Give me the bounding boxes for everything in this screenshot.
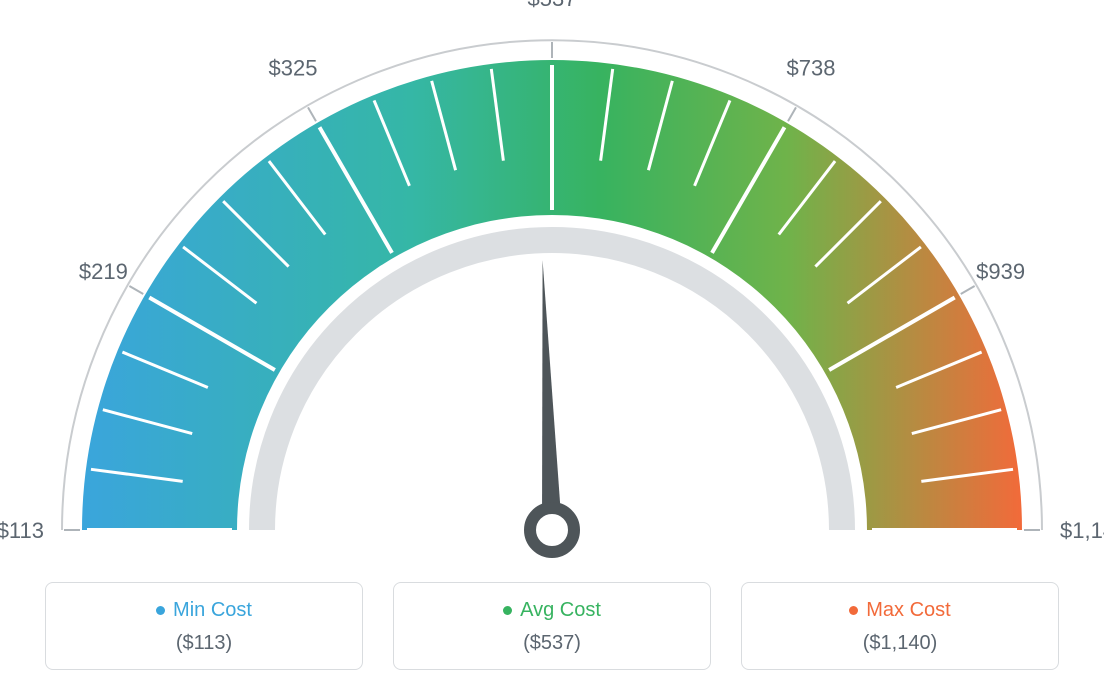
legend-title-max: Max Cost: [849, 599, 950, 622]
svg-text:$1,140: $1,140: [1060, 518, 1104, 543]
legend-dot-max: [849, 606, 858, 615]
gauge-area: $113 $219 $325 $537 $738 $939 $1,140: [0, 0, 1104, 570]
legend-dot-avg: [503, 606, 512, 615]
legend-dot-min: [156, 606, 165, 615]
legend-title-min: Min Cost: [156, 599, 252, 622]
legend-value-avg: ($537): [394, 632, 710, 655]
svg-text:$113: $113: [0, 518, 44, 543]
cost-gauge-chart: $113 $219 $325 $537 $738 $939 $1,140 Min Cost …: [0, 0, 1104, 690]
legend-value-max: ($1,140): [742, 632, 1058, 655]
legend-card-min: Min Cost ($113): [45, 582, 363, 670]
legend-label-avg: Avg Cost: [520, 599, 601, 622]
gauge-svg: $113 $219 $325 $537 $738 $939 $1,140: [0, 0, 1104, 570]
svg-text:$325: $325: [269, 55, 318, 80]
legend-card-max: Max Cost ($1,140): [741, 582, 1059, 670]
svg-text:$219: $219: [79, 259, 128, 284]
legend-value-min: ($113): [46, 632, 362, 655]
legend-row: Min Cost ($113) Avg Cost ($537) Max Cost…: [45, 582, 1059, 670]
svg-text:$939: $939: [976, 259, 1025, 284]
legend-label-min: Min Cost: [173, 599, 252, 622]
svg-text:$738: $738: [787, 55, 836, 80]
legend-label-max: Max Cost: [866, 599, 950, 622]
svg-text:$537: $537: [528, 0, 577, 11]
legend-card-avg: Avg Cost ($537): [393, 582, 711, 670]
legend-title-avg: Avg Cost: [503, 599, 601, 622]
